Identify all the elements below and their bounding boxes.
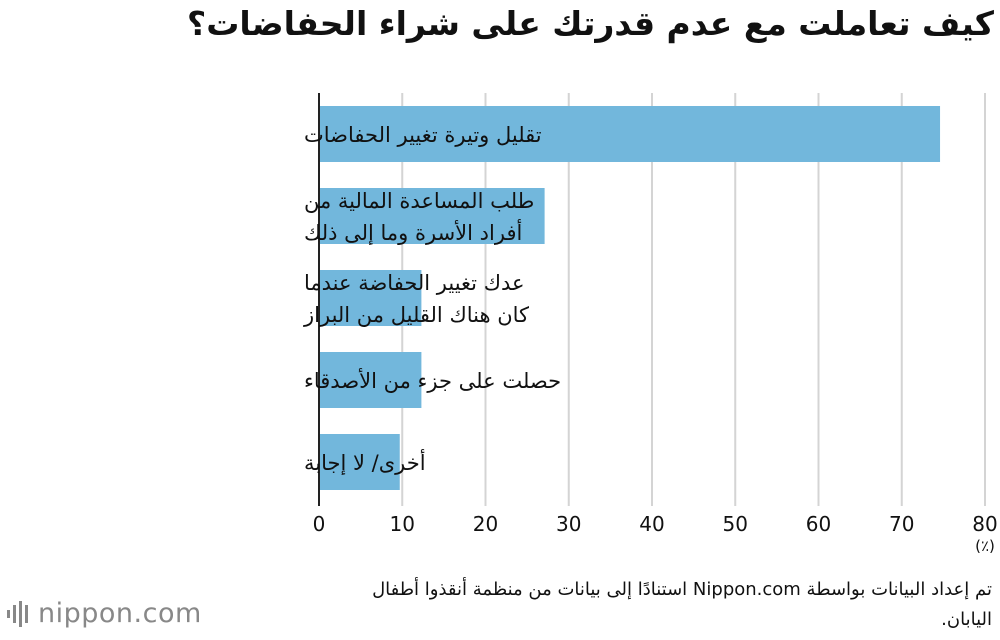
bar-chart: 0 10 20 30 40 50 60 70 80 تقليل وتيرة تغيير الحف… [303,93,998,555]
bar [319,106,941,162]
bar [319,188,545,244]
x-tick-label: 40 [639,512,664,536]
chart-title: كيف تعاملت مع عدم قدرتك على شراء الحفاضا… [187,4,994,43]
x-axis-unit-label: (٪) [975,537,995,555]
nippon-logo: nippon.com [6,598,202,629]
category-label: عدك تغيير الحفاضة عندما [304,271,525,295]
category-label: طلب المساعدة المالية من [304,189,534,213]
nippon-logo-text: nippon.com [38,598,202,629]
category-label: تقليل وتيرة تغيير الحفاضات [304,123,542,147]
x-tick-label: 0 [313,512,326,536]
bars [319,106,941,490]
x-tick-label: 50 [723,512,748,536]
category-label: أفراد الأسرة وما إلى ذلك [304,219,522,246]
x-tick-label: 80 [972,512,997,536]
x-tick-label: 60 [806,512,831,536]
x-tick-label: 70 [889,512,914,536]
bar [319,352,422,408]
x-tick-label: 10 [390,512,415,536]
category-label: حصلت على جزء من الأصدقاء [304,368,561,393]
category-label: أخرى/ لا إجابة [304,449,426,476]
bar [319,270,422,326]
category-label: كان هناك القليل من البراز [303,303,529,327]
nippon-logo-icon [7,600,28,627]
source-note: تم إعداد البيانات بواسطة Nippon.com استن… [372,579,992,630]
x-tick-label: 30 [556,512,581,536]
x-tick-labels: 0 10 20 30 40 50 60 70 80 [313,512,998,536]
bar [319,434,400,490]
category-labels: تقليل وتيرة تغيير الحفاضات طلب المساعدة ا… [303,123,561,476]
x-tick-label: 20 [473,512,498,536]
